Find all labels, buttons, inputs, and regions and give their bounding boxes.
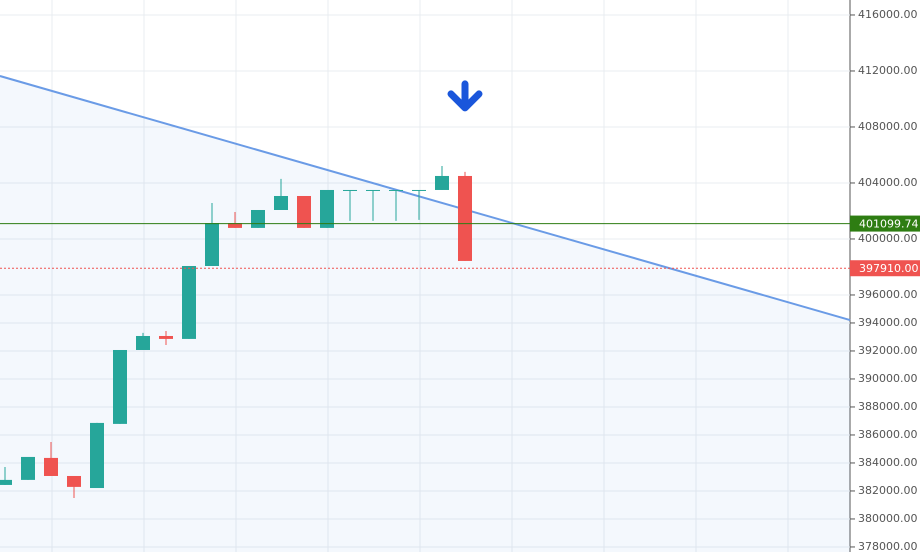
y-tick-label: 380000.00 [858, 512, 918, 525]
y-tick-label: 396000.00 [858, 288, 918, 301]
candle-body [182, 265, 196, 339]
candle [320, 189, 334, 228]
candle-body [67, 475, 81, 487]
y-tick-label: 386000.00 [858, 428, 918, 441]
candle-body [297, 195, 311, 228]
price-label: 401099.74 [859, 218, 919, 231]
candle-body [389, 189, 403, 191]
y-tick-label: 384000.00 [858, 456, 918, 469]
vertical-grid [51, 0, 789, 552]
candle [412, 189, 426, 220]
candle-body [412, 189, 426, 191]
price-label-box [850, 215, 920, 232]
candle-body [0, 479, 12, 485]
trendline-area [0, 76, 851, 552]
y-tick-label: 400000.00 [858, 232, 918, 245]
price-label-box [850, 260, 920, 277]
candle [389, 189, 403, 221]
candle-body [44, 457, 58, 476]
candle-body [251, 209, 265, 228]
candle-body [136, 335, 150, 350]
candle [182, 265, 196, 339]
y-tick-label: 408000.00 [858, 120, 918, 133]
candle-body [228, 223, 242, 228]
y-tick-label: 404000.00 [858, 176, 918, 189]
y-tick-label: 412000.00 [858, 64, 918, 77]
candle-body [320, 189, 334, 228]
y-tick-label: 416000.00 [858, 8, 918, 21]
candle-body [343, 189, 357, 191]
signal-arrow [447, 80, 483, 112]
candle [21, 456, 35, 480]
candle [113, 349, 127, 424]
candle [458, 171, 472, 261]
candle [205, 202, 219, 266]
candle [67, 475, 81, 498]
candle [297, 195, 311, 228]
candle-body [113, 349, 127, 424]
candle [0, 467, 12, 485]
candle [136, 332, 150, 350]
candle [343, 189, 357, 221]
candle-body [274, 195, 288, 210]
price-label: 397910.00 [859, 262, 919, 275]
candle [274, 178, 288, 210]
y-tick-label: 390000.00 [858, 372, 918, 385]
candle-body [366, 189, 380, 191]
y-tick-label: 378000.00 [858, 540, 918, 552]
candle-body [90, 422, 104, 489]
candle [90, 422, 104, 489]
candle-body [205, 223, 219, 266]
candle-body [435, 175, 449, 190]
y-tick-label: 388000.00 [858, 400, 918, 413]
candle-body [21, 456, 35, 480]
candle [366, 189, 380, 221]
candle [228, 211, 242, 228]
candle [159, 330, 173, 345]
y-tick-label: 392000.00 [858, 344, 918, 357]
trendline [0, 75, 851, 321]
candle [44, 441, 58, 476]
candle-body [458, 175, 472, 261]
y-tick-label: 382000.00 [858, 484, 918, 497]
candle [435, 166, 449, 190]
y-tick-label: 394000.00 [858, 316, 918, 329]
candle-body [159, 335, 173, 339]
candle [251, 209, 265, 228]
